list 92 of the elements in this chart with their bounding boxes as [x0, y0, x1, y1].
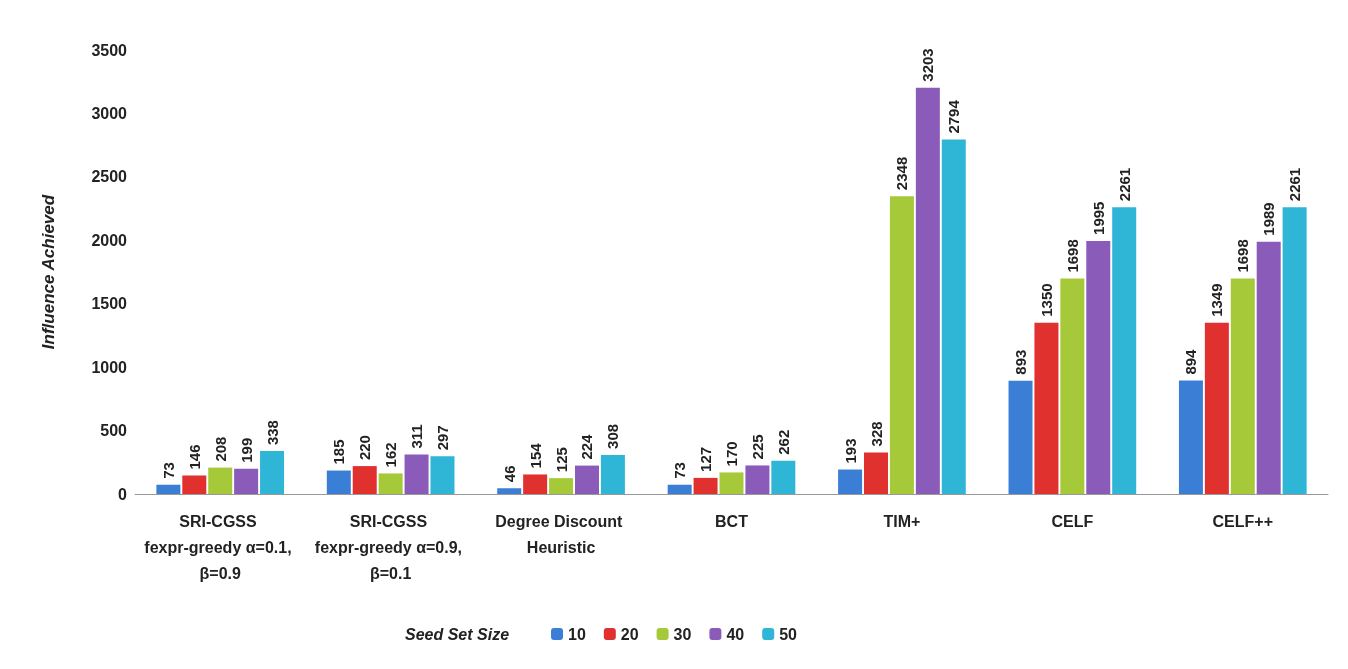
bar — [1060, 278, 1085, 494]
bar — [838, 469, 863, 494]
bar — [915, 87, 940, 494]
data-label: 170 — [723, 441, 740, 467]
x-tick-label: TIM+ — [883, 512, 921, 530]
data-label: 328 — [867, 421, 885, 447]
data-label: 73 — [671, 462, 689, 479]
bar — [549, 478, 574, 494]
bar — [404, 454, 429, 494]
data-label: 2794 — [945, 99, 963, 134]
bar — [156, 484, 181, 494]
data-label: 162 — [382, 442, 400, 468]
bar — [1256, 241, 1281, 494]
bar — [326, 470, 351, 494]
bar — [889, 196, 914, 494]
data-label: 193 — [841, 438, 859, 464]
x-tick-label: Degree Discount Heuristic — [495, 512, 627, 556]
bar — [1204, 322, 1229, 494]
data-label: 262 — [774, 429, 792, 455]
y-tick-label: 500 — [100, 422, 128, 440]
data-label: 208 — [211, 436, 229, 462]
data-label: 154 — [526, 442, 544, 469]
data-label: 893 — [1012, 349, 1030, 375]
data-label: 185 — [330, 439, 348, 465]
bar — [693, 477, 718, 494]
data-label: 225 — [748, 434, 766, 460]
y-tick-label: 2000 — [91, 231, 128, 249]
bar — [600, 454, 625, 494]
data-label: 297 — [433, 425, 451, 451]
bar — [1112, 207, 1137, 494]
bar — [523, 474, 548, 494]
y-tick-label: 0 — [118, 485, 128, 503]
y-tick-label: 3000 — [91, 104, 128, 122]
legend-label: 40 — [726, 625, 745, 643]
legend-label: 30 — [673, 625, 692, 643]
y-tick-label: 1000 — [91, 358, 128, 376]
data-label: 1349 — [1208, 283, 1226, 317]
bar — [719, 472, 744, 494]
bar — [941, 139, 966, 494]
data-label: 1698 — [1063, 239, 1081, 273]
bar — [378, 473, 403, 494]
data-label: 308 — [604, 423, 622, 449]
legend-title: Seed Set Size — [405, 625, 510, 643]
data-label: 46 — [500, 465, 518, 483]
data-label: 1989 — [1260, 202, 1278, 236]
x-tick-label: CELF — [1051, 512, 1094, 530]
x-tick-label: SRI-CGSS fexpr-greedy α=0.1, β=0.9 — [144, 512, 297, 582]
y-axis-title: Influence Achieved — [39, 194, 58, 350]
bar — [430, 456, 455, 494]
x-tick-label: BCT — [715, 512, 749, 530]
x-tick-label: SRI-CGSS fexpr-greedy α=0.9, β=0.1 — [314, 512, 467, 582]
bar — [234, 468, 259, 494]
bar — [352, 466, 377, 494]
data-label: 1698 — [1234, 239, 1252, 273]
data-label: 894 — [1182, 348, 1200, 375]
bar — [864, 452, 889, 494]
data-label: 127 — [697, 446, 715, 472]
bar — [208, 467, 233, 494]
bar — [182, 475, 207, 494]
bar — [497, 488, 522, 494]
bar — [667, 484, 692, 494]
legend-label: 20 — [620, 625, 639, 643]
bar — [1282, 207, 1307, 494]
bar — [1034, 322, 1059, 494]
bar — [1178, 380, 1203, 494]
data-label: 125 — [552, 447, 570, 473]
data-label: 338 — [263, 420, 281, 446]
bar — [771, 460, 796, 494]
y-tick-label: 1500 — [91, 295, 128, 313]
data-label: 1995 — [1089, 201, 1107, 235]
bar — [260, 451, 285, 494]
legend-label: 50 — [779, 625, 798, 643]
y-tick-label: 3500 — [91, 41, 128, 59]
data-label: 3203 — [919, 48, 937, 82]
legend-label: 10 — [568, 625, 586, 643]
data-label: 2348 — [893, 156, 911, 191]
data-label: 224 — [578, 433, 596, 460]
data-label: 73 — [159, 462, 177, 479]
data-label: 2261 — [1115, 167, 1133, 202]
data-label: 146 — [185, 444, 203, 470]
data-label: 2261 — [1286, 167, 1304, 202]
bar — [1230, 278, 1255, 494]
bar — [745, 465, 770, 494]
y-tick-label: 2500 — [91, 168, 128, 186]
data-label: 1350 — [1037, 283, 1055, 317]
data-label: 311 — [408, 424, 426, 449]
bar — [1086, 240, 1111, 494]
bar — [574, 465, 599, 494]
x-tick-label: CELF++ — [1212, 512, 1274, 530]
data-label: 199 — [237, 437, 255, 463]
bar — [1008, 380, 1033, 494]
data-label: 220 — [356, 435, 374, 461]
